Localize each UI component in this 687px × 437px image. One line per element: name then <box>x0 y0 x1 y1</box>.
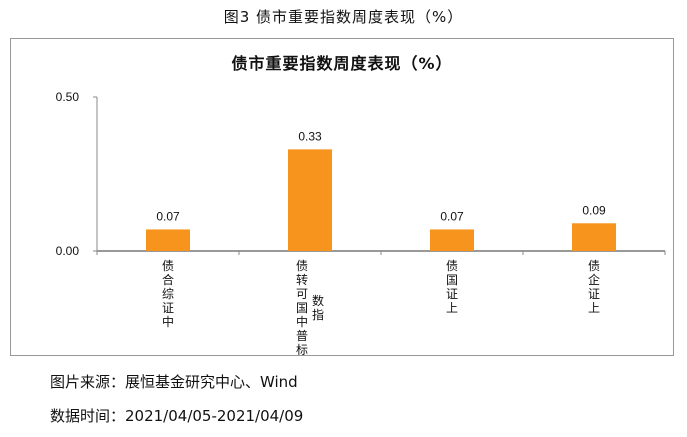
category-label: 中证综合债 <box>162 259 174 329</box>
category-label-char: 可 <box>295 287 308 301</box>
category-label-char: 债 <box>587 259 601 273</box>
figure-title: 图3 债市重要指数周度表现（%） <box>223 8 464 26</box>
category-label-char: 标 <box>295 343 308 357</box>
category-label-char: 合 <box>161 273 175 287</box>
bar <box>430 229 474 251</box>
category-label-char: 上 <box>587 301 601 315</box>
category-label-line: 上证国债 <box>446 259 458 315</box>
category-label-char: 数 <box>312 294 325 308</box>
data-label: 0.07 <box>156 209 180 223</box>
data-label: 0.33 <box>298 129 322 143</box>
category-label: 上证企债 <box>588 259 600 315</box>
source-caption: 图片来源：展恒基金研究中心、Wind <box>50 373 298 391</box>
category-label-char: 证 <box>587 287 601 301</box>
y-tick-label: 0.00 <box>56 244 80 258</box>
category-label-char: 普 <box>295 329 308 343</box>
bar <box>288 149 332 251</box>
y-tick-label: 0.50 <box>56 90 80 104</box>
chart-frame <box>10 38 674 356</box>
category-label-line: 标普中国可转债 <box>296 259 308 357</box>
data-label: 0.07 <box>440 209 464 223</box>
date-caption: 数据时间：2021/04/05-2021/04/09 <box>50 407 304 425</box>
category-label-char: 指 <box>312 308 325 322</box>
category-label-char: 债 <box>295 259 308 273</box>
chart-title: 债市重要指数周度表现（%） <box>231 54 453 73</box>
category-label-char: 综 <box>161 287 175 301</box>
category-label-line: 上证企债 <box>588 259 600 315</box>
category-label-line: 中证综合债 <box>162 259 174 329</box>
category-label-char: 国 <box>445 273 459 287</box>
category-label-char: 债 <box>445 259 459 273</box>
category-label: 标普中国可转债指数 <box>296 259 324 357</box>
bar <box>146 229 190 251</box>
category-label-char: 中 <box>295 315 308 329</box>
category-label-char: 上 <box>445 301 459 315</box>
category-label-char: 国 <box>295 301 308 315</box>
category-label-char: 债 <box>161 259 175 273</box>
data-label: 0.09 <box>582 203 606 217</box>
category-label-char: 证 <box>445 287 459 301</box>
category-label-char: 企 <box>587 273 601 287</box>
category-label: 上证国债 <box>446 259 458 315</box>
category-label-line: 指数 <box>312 294 324 322</box>
category-label-char: 转 <box>295 273 308 287</box>
category-label-char: 中 <box>161 315 175 329</box>
category-label-char: 证 <box>161 301 175 315</box>
bar <box>572 223 616 251</box>
